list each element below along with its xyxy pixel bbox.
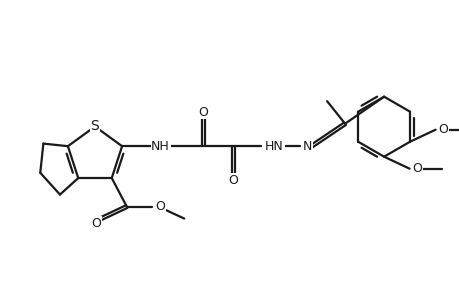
Text: O: O — [91, 217, 101, 230]
Text: O: O — [155, 200, 165, 213]
Text: N: N — [302, 140, 312, 153]
Text: O: O — [412, 162, 422, 175]
Text: HN: HN — [265, 140, 283, 153]
Text: S: S — [90, 119, 99, 134]
Text: O: O — [438, 123, 448, 136]
Text: O: O — [228, 174, 238, 187]
Text: NH: NH — [151, 140, 170, 153]
Text: O: O — [198, 106, 208, 119]
